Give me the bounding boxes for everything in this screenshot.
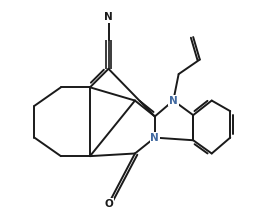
Text: N: N xyxy=(150,133,159,143)
Text: N: N xyxy=(104,12,113,22)
Text: N: N xyxy=(169,95,178,105)
Text: O: O xyxy=(104,199,113,209)
